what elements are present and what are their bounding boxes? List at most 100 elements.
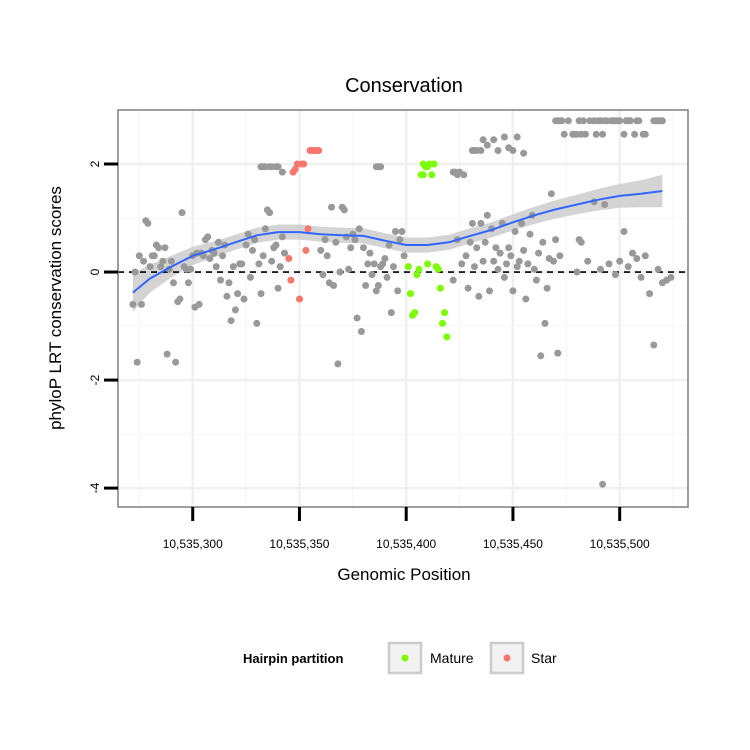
point-other-56 <box>249 246 256 254</box>
point-other-169 <box>599 480 607 488</box>
point-other-168 <box>597 265 604 273</box>
point-other-145 <box>520 246 528 254</box>
point-mature-18 <box>443 333 451 341</box>
point-other-40 <box>214 238 222 246</box>
point-other-106 <box>389 263 397 271</box>
point-mature-15 <box>436 284 444 292</box>
point-other-206 <box>494 147 502 154</box>
point-other-150 <box>530 265 538 273</box>
point-other-193 <box>278 168 286 176</box>
point-mature-9 <box>424 260 432 268</box>
point-other-140 <box>509 287 517 295</box>
point-mature-0 <box>404 263 412 271</box>
point-other-165 <box>577 238 585 246</box>
point-mature-4 <box>413 271 421 279</box>
point-other-93 <box>362 282 370 289</box>
point-other-196 <box>377 163 385 171</box>
point-other-180 <box>646 290 654 298</box>
point-other-85 <box>345 265 353 273</box>
smooth-line-layer <box>132 190 663 294</box>
point-other-134 <box>496 249 504 257</box>
point-other-69 <box>276 263 284 271</box>
point-other-175 <box>624 263 632 271</box>
point-other-211 <box>520 149 528 157</box>
panel-border <box>117 109 689 508</box>
point-other-166 <box>584 257 592 265</box>
point-other-215 <box>558 117 566 125</box>
point-mature-1 <box>407 290 414 298</box>
points-layer <box>129 117 675 488</box>
point-other-125 <box>477 219 485 227</box>
point-other-143 <box>515 257 523 265</box>
x-tick-label-1: 10,535,350 <box>269 537 329 551</box>
point-other-107 <box>392 228 399 235</box>
x-tick-label-3: 10,535,450 <box>483 537 543 551</box>
point-mature-19 <box>419 171 427 179</box>
point-other-156 <box>543 284 551 292</box>
point-other-10 <box>150 252 158 260</box>
point-other-95 <box>366 249 374 257</box>
point-other-96 <box>368 271 376 279</box>
point-mature-3 <box>411 309 419 317</box>
point-other-224 <box>582 130 589 138</box>
point-other-118 <box>462 252 470 260</box>
point-other-89 <box>353 314 361 322</box>
point-other-181 <box>650 341 658 349</box>
point-other-65 <box>268 257 276 265</box>
point-other-20 <box>172 358 180 366</box>
point-other-126 <box>479 257 487 265</box>
point-other-154 <box>539 238 547 246</box>
point-other-158 <box>547 190 555 198</box>
point-other-23 <box>178 209 186 217</box>
y-tick-label-2: 0 <box>88 268 102 275</box>
point-mature-11 <box>428 171 436 179</box>
point-other-174 <box>620 228 628 235</box>
point-other-99 <box>374 282 382 289</box>
point-other-81 <box>336 268 344 276</box>
point-other-68 <box>274 284 282 292</box>
point-star-7 <box>300 160 308 168</box>
point-other-8 <box>146 263 154 271</box>
point-other-72 <box>317 246 325 254</box>
y-axis-title: phyloP LRT conservation scores <box>46 186 65 430</box>
point-other-61 <box>259 252 267 260</box>
point-other-251 <box>658 117 666 125</box>
point-mature-16 <box>439 319 446 327</box>
point-other-216 <box>560 130 568 138</box>
point-other-39 <box>212 263 220 271</box>
point-other-54 <box>244 230 252 238</box>
y-tick-label-1: -2 <box>88 374 102 385</box>
point-other-88 <box>351 236 359 244</box>
point-other-122 <box>471 263 478 271</box>
point-other-117 <box>460 171 468 179</box>
x-axis: 10,535,300 10,535,350 10,535,400 10,535,450… <box>163 507 650 551</box>
point-other-101 <box>379 260 387 268</box>
point-other-73 <box>319 271 327 279</box>
point-other-110 <box>398 228 406 235</box>
point-other-121 <box>468 219 476 227</box>
point-other-160 <box>552 236 560 244</box>
point-other-90 <box>355 225 363 233</box>
point-other-142 <box>513 263 521 271</box>
point-other-136 <box>500 273 508 281</box>
point-other-15 <box>161 244 169 252</box>
point-star-5 <box>296 295 303 303</box>
point-other-151 <box>532 276 540 284</box>
point-other-148 <box>526 230 534 238</box>
point-other-138 <box>505 244 513 252</box>
point-other-223 <box>579 117 587 125</box>
point-other-60 <box>257 290 265 298</box>
point-other-132 <box>492 244 500 252</box>
point-other-13 <box>157 263 165 271</box>
point-other-237 <box>616 117 624 125</box>
point-other-159 <box>550 257 557 265</box>
point-other-91 <box>357 328 365 335</box>
point-other-109 <box>396 236 404 244</box>
point-other-64 <box>266 209 274 217</box>
point-other-49 <box>234 290 242 298</box>
point-other-58 <box>253 319 261 327</box>
point-other-74 <box>321 236 329 244</box>
point-other-5 <box>140 257 148 265</box>
point-other-146 <box>522 295 530 303</box>
point-other-152 <box>535 249 543 257</box>
